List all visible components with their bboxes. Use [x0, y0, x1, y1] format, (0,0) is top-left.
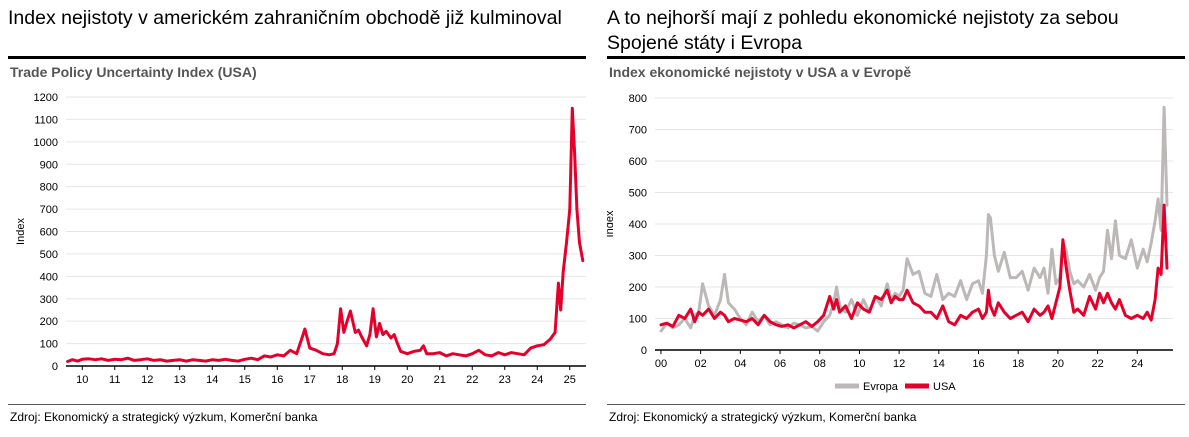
- headline-rule-right: [607, 56, 1185, 59]
- left-xtick-label: 16: [271, 374, 283, 386]
- right-xtick-label: 10: [853, 358, 865, 370]
- headline-left: Index nejistoty v americkém zahraničním …: [8, 7, 562, 29]
- right-legend: Evropa USA: [835, 381, 956, 393]
- left-xtick-label: 15: [239, 374, 251, 386]
- right-xtick-label: 14: [933, 358, 945, 370]
- left-xtick-label: 10: [76, 374, 88, 386]
- right-xtick-label: 02: [695, 358, 707, 370]
- footer-rule-left: [8, 404, 586, 405]
- left-ytick-label: 700: [40, 204, 58, 216]
- headline-right-line1: A to nejhorší mají z pohledu ekonomické …: [607, 7, 1119, 29]
- left-xtick-label: 11: [109, 374, 120, 386]
- right-xtick-label: 12: [893, 358, 905, 370]
- chart-subtitle-left: Trade Policy Uncertainty Index (USA): [10, 64, 257, 80]
- left-ytick-label: 1100: [34, 114, 58, 126]
- headline-rule-left: [8, 56, 586, 59]
- right-xtick-label: 16: [972, 358, 984, 370]
- right-ytick-label: 700: [629, 125, 647, 137]
- left-ytick-label: 500: [40, 249, 58, 261]
- left-xtick-label: 18: [336, 374, 348, 386]
- left-xtick-label: 14: [206, 374, 218, 386]
- left-ytick-label: 300: [40, 294, 58, 306]
- source-left: Zdroj: Ekonomický a strategický výzkum, …: [10, 410, 318, 424]
- left-ytick-label: 1000: [34, 137, 58, 149]
- left-xtick-label: 21: [434, 374, 446, 386]
- left-xtick-label: 25: [564, 374, 576, 386]
- left-ytick-label: 0: [52, 361, 58, 373]
- right-xtick-label: 08: [814, 358, 826, 370]
- source-right: Zdroj: Ekonomický a strategický výzkum, …: [609, 410, 917, 424]
- legend-label-usa: USA: [933, 381, 956, 393]
- trade-policy-chart: 0 100 200 300 400 500 600 700 800 900 1000 1100 1200…: [15, 92, 586, 386]
- right-xtick-label: 22: [1091, 358, 1103, 370]
- right-xtick-label: 00: [655, 358, 667, 370]
- chart-subtitle-right: Index ekonomické nejistoty v USA a v Evr…: [609, 64, 912, 80]
- left-series-line: [66, 106, 585, 363]
- right-ytick-label: 0: [641, 345, 647, 357]
- left-ytick-label: 900: [40, 159, 58, 171]
- left-panel: Index nejistoty v americkém zahraničním …: [8, 0, 586, 437]
- headline-right: A to nejhorší mají z pohledu ekonomické …: [607, 6, 1185, 56]
- right-xtick-label: 20: [1052, 358, 1064, 370]
- right-xtick-label: 18: [1012, 358, 1024, 370]
- left-xtick-label: 17: [304, 374, 316, 386]
- left-ytick-label: 1200: [34, 92, 58, 104]
- left-xtick-label: 19: [369, 374, 381, 386]
- right-ytick-label: 500: [629, 188, 647, 200]
- legend-label-evropa: Evropa: [863, 381, 899, 393]
- right-panel: A to nejhorší mají z pohledu ekonomické …: [607, 0, 1185, 437]
- left-ytick-label: 400: [40, 271, 58, 283]
- economic-uncertainty-chart: 0 100 200 300 400 500 600 700 800 Index 00 02 04 06 08…: [607, 93, 1173, 393]
- right-series-usa: [659, 203, 1169, 330]
- headline-right-line2: Spojené státy i Evropa: [607, 32, 803, 54]
- left-xtick-label: 23: [499, 374, 511, 386]
- left-ylabel: Index: [15, 218, 27, 245]
- right-xtick-label: 04: [734, 358, 746, 370]
- right-ytick-label: 600: [629, 156, 647, 168]
- right-series-evropa: [659, 105, 1169, 333]
- left-ytick-label: 200: [40, 316, 58, 328]
- left-xtick-label: 13: [174, 374, 186, 386]
- footer-rule-right: [607, 404, 1185, 405]
- left-xtick-label: 22: [466, 374, 478, 386]
- left-ytick-label: 600: [40, 227, 58, 239]
- left-ytick-label: 100: [40, 339, 58, 351]
- right-ytick-label: 800: [629, 93, 647, 105]
- left-ytick-label: 800: [40, 182, 58, 194]
- right-xtick-label: 24: [1131, 358, 1143, 370]
- right-ylabel: Index: [607, 210, 616, 237]
- left-xtick-label: 20: [401, 374, 413, 386]
- right-ytick-label: 300: [629, 251, 647, 263]
- right-xtick-label: 06: [774, 358, 786, 370]
- right-ytick-label: 200: [629, 282, 647, 294]
- left-xtick-label: 24: [531, 374, 543, 386]
- left-xtick-label: 12: [141, 374, 153, 386]
- right-ytick-label: 400: [629, 219, 647, 231]
- right-ytick-label: 100: [629, 314, 647, 326]
